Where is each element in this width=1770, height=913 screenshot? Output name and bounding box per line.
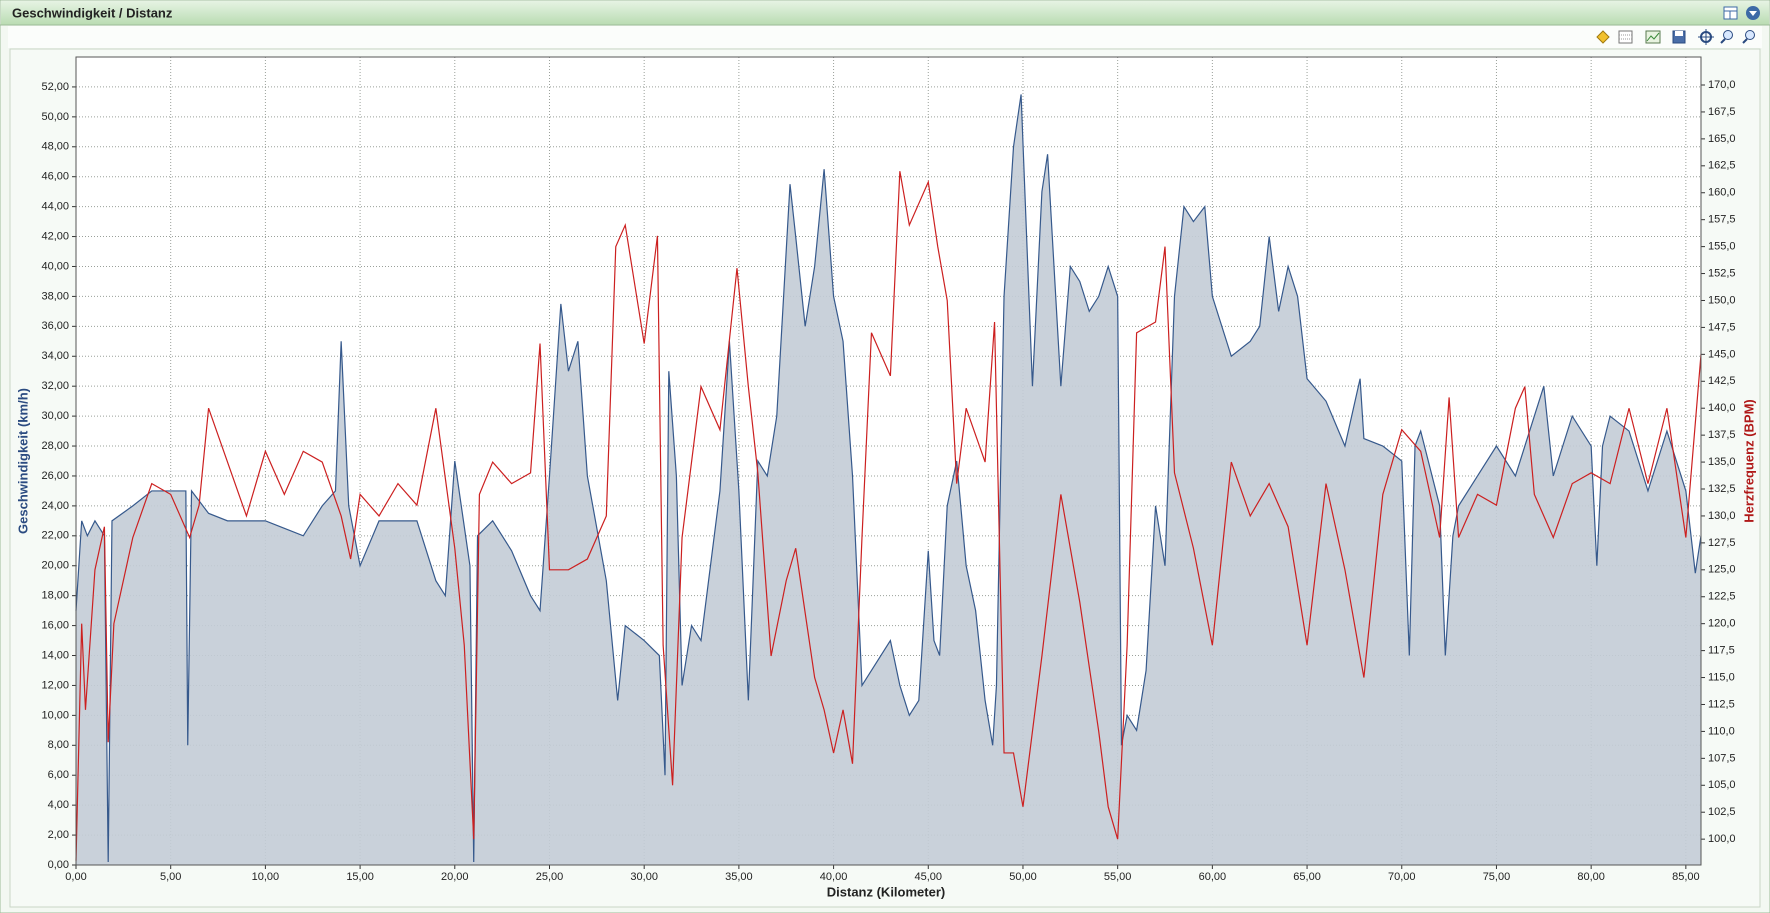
toolbar (8, 26, 1762, 48)
y-tick-label: 26,00 (41, 470, 69, 482)
y2-tick-label: 105,0 (1708, 779, 1736, 791)
plot-border (75, 56, 1702, 866)
y2-tick-label: 135,0 (1708, 456, 1736, 468)
y-tick-label: 38,00 (41, 290, 69, 302)
y-tick-label: 0,00 (48, 859, 69, 871)
y2-tick-label: 120,0 (1708, 618, 1736, 630)
y2-tick-label: 115,0 (1708, 671, 1735, 683)
layout-button[interactable] (1723, 6, 1738, 20)
y-tick-label: 52,00 (41, 81, 69, 93)
y-tick-label: 36,00 (41, 320, 69, 332)
zoom-in-tool[interactable] (1720, 30, 1733, 44)
y2-tick-label: 145,0 (1708, 348, 1736, 360)
y-tick-label: 14,00 (41, 649, 69, 661)
y-tick-label: 44,00 (41, 201, 69, 213)
x-tick-label: 80,00 (1577, 871, 1605, 883)
zoom-out-tool[interactable] (1742, 30, 1755, 44)
y-tick-label: 24,00 (41, 500, 69, 512)
y-tick-label: 4,00 (48, 799, 69, 811)
y-tick-label: 22,00 (41, 530, 69, 542)
grid-tool[interactable] (1618, 30, 1633, 44)
x-tick-label: 85,00 (1672, 871, 1700, 883)
y2-tick-label: 155,0 (1708, 241, 1736, 253)
x-tick-label: 60,00 (1199, 871, 1227, 883)
x-tick-label: 15,00 (346, 871, 374, 883)
y2-tick-label: 165,0 (1708, 133, 1736, 145)
x-tick-label: 10,00 (252, 871, 280, 883)
window-title: Geschwindigkeit / Distanz (12, 5, 173, 20)
title-bar (1, 1, 1769, 25)
marker-tool[interactable] (1596, 30, 1610, 44)
y2-tick-label: 160,0 (1708, 187, 1736, 199)
y-axis-label: Geschwindigkeit (km/h) (15, 388, 30, 534)
x-tick-label: 35,00 (725, 871, 753, 883)
speed-area (76, 94, 1701, 865)
y-tick-label: 28,00 (41, 440, 69, 452)
x-tick-label: 25,00 (536, 871, 564, 883)
y2-tick-label: 122,5 (1708, 591, 1736, 603)
x-tick-label: 5,00 (160, 871, 181, 883)
y2-tick-label: 137,5 (1708, 429, 1736, 441)
y-tick-label: 20,00 (41, 560, 69, 572)
save-tool[interactable] (1672, 30, 1686, 44)
y2-tick-label: 107,5 (1708, 752, 1736, 764)
y2-tick-label: 167,5 (1708, 106, 1736, 118)
y2-tick-label: 140,0 (1708, 402, 1736, 414)
y2-tick-label: 147,5 (1708, 321, 1736, 333)
x-tick-label: 50,00 (1009, 871, 1037, 883)
y2-tick-label: 162,5 (1708, 160, 1736, 172)
y2-axis-label: Herzfrequenz (BPM) (1741, 399, 1756, 523)
y2-tick-label: 130,0 (1708, 510, 1736, 522)
y-tick-label: 12,00 (41, 679, 69, 691)
y2-tick-label: 100,0 (1708, 833, 1736, 845)
y-tick-label: 34,00 (41, 350, 69, 362)
y2-tick-label: 127,5 (1708, 537, 1736, 549)
x-tick-label: 75,00 (1483, 871, 1511, 883)
y-tick-label: 32,00 (41, 380, 69, 392)
y-tick-label: 6,00 (48, 769, 69, 781)
y-tick-label: 30,00 (41, 410, 69, 422)
y2-tick-label: 125,0 (1708, 564, 1736, 576)
y2-tick-label: 117,5 (1708, 645, 1735, 657)
y-tick-label: 46,00 (41, 171, 69, 183)
y-tick-label: 42,00 (41, 230, 69, 242)
y-tick-label: 48,00 (41, 141, 69, 153)
y2-tick-label: 112,5 (1708, 698, 1735, 710)
y2-tick-label: 102,5 (1708, 806, 1736, 818)
x-tick-label: 55,00 (1104, 871, 1132, 883)
y-tick-label: 40,00 (41, 260, 69, 272)
x-tick-label: 45,00 (915, 871, 943, 883)
y-tick-label: 8,00 (48, 739, 69, 751)
y2-tick-label: 157,5 (1708, 214, 1736, 226)
x-tick-label: 65,00 (1293, 871, 1321, 883)
x-tick-label: 40,00 (820, 871, 848, 883)
x-tick-label: 20,00 (441, 871, 469, 883)
y2-tick-label: 170,0 (1708, 79, 1736, 91)
fit-tool[interactable] (1698, 29, 1714, 45)
y-tick-label: 16,00 (41, 619, 69, 631)
y-tick-label: 2,00 (48, 829, 69, 841)
y2-tick-label: 152,5 (1708, 267, 1736, 279)
x-tick-label: 0,00 (65, 871, 86, 883)
x-tick-label: 70,00 (1388, 871, 1416, 883)
chart-tool[interactable] (1645, 30, 1661, 44)
menu-button[interactable] (1746, 6, 1760, 20)
x-tick-label: 30,00 (630, 871, 658, 883)
y-tick-label: 10,00 (41, 709, 69, 721)
speed-line (75, 94, 1702, 863)
y2-tick-label: 142,5 (1708, 375, 1736, 387)
y2-tick-label: 110,0 (1708, 725, 1735, 737)
y-tick-label: 50,00 (41, 111, 69, 123)
y-tick-label: 18,00 (41, 590, 69, 602)
y2-tick-label: 150,0 (1708, 294, 1736, 306)
heart-rate-line (75, 171, 1702, 861)
y2-tick-label: 132,5 (1708, 483, 1736, 495)
x-axis-label: Distanz (Kilometer) (827, 884, 945, 899)
